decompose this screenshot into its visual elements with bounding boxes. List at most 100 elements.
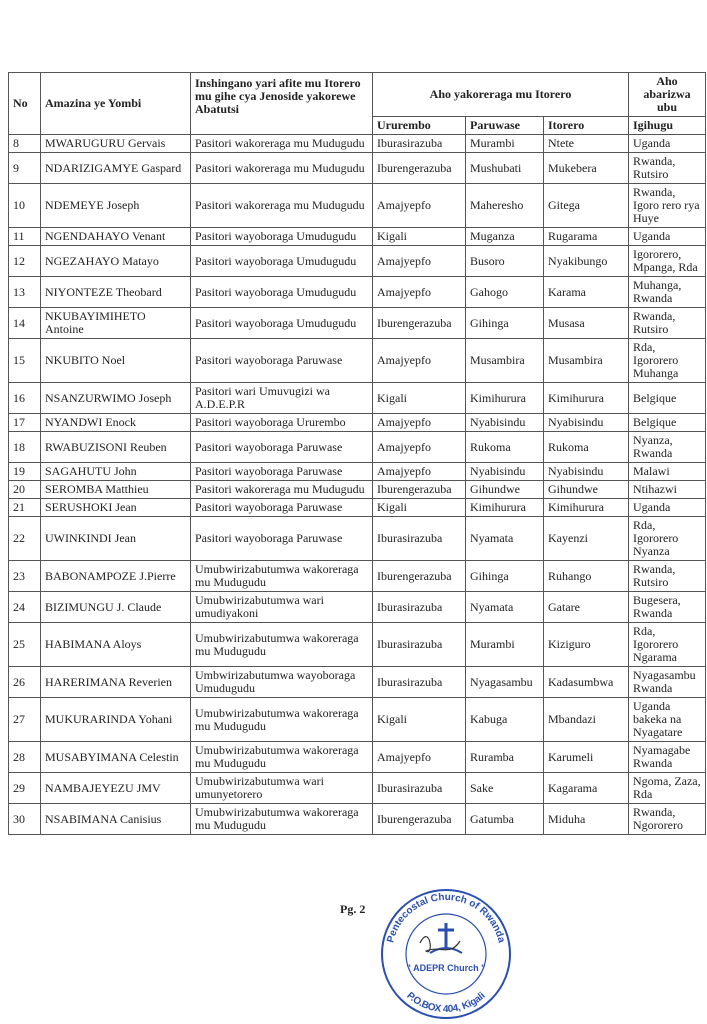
- cell-parish: Nyamata: [465, 591, 544, 623]
- cell-country: Muhanga, Rwanda: [628, 276, 706, 308]
- cell-parish: Nyabisindu: [465, 462, 544, 481]
- cell-country: Rwanda, Igoro rero rya Huye: [628, 183, 706, 228]
- cell-role: Umbwirizabutumwa wayoboraga Umudugudu: [190, 666, 373, 698]
- table-row: 21 SERUSHOKI Jean Pasitori wayoboraga Paru…: [8, 498, 706, 517]
- cell-name: MWARUGURU Gervais: [40, 134, 191, 153]
- table-row: 8 MWARUGURU Gervais Pasitori wakoreraga mu…: [8, 134, 706, 153]
- cell-role: Umubwirizabutumwa wari umunyetorero: [190, 772, 373, 804]
- header-church: Itorero: [543, 116, 629, 135]
- cell-church: Kimihurura: [543, 382, 629, 414]
- cell-name: NDARIZIGAMYE Gaspard: [40, 152, 191, 184]
- cell-no: 11: [8, 227, 41, 246]
- cell-no: 10: [8, 183, 41, 228]
- cell-country: Ngoma, Zaza, Rda: [628, 772, 706, 804]
- table-row: 19 SAGAHUTU John Pasitori wayoboraga Paruw…: [8, 462, 706, 481]
- cell-church: Ruhango: [543, 560, 629, 592]
- cell-role: Pasitori wayoboraga Umudugudu: [190, 276, 373, 308]
- cell-name: NGENDAHAYO Venant: [40, 227, 191, 246]
- cell-church: Nyabisindu: [543, 413, 629, 432]
- cell-name: NSABIMANA Canisius: [40, 803, 191, 835]
- cell-region: Amajyepfo: [372, 276, 466, 308]
- cell-role: Umubwirizabutumwa wari umudiyakoni: [190, 591, 373, 623]
- cell-parish: Murambi: [465, 134, 544, 153]
- cell-country: Bugesera, Rwanda: [628, 591, 706, 623]
- cell-no: 9: [8, 152, 41, 184]
- table-row: 12 NGEZAHAYO Matayo Pasitori wayoboraga Um…: [8, 245, 706, 277]
- header-region: Ururembo: [372, 116, 466, 135]
- cell-parish: Rukoma: [465, 431, 544, 463]
- cell-church: Rukoma: [543, 431, 629, 463]
- cell-country: Rda, Igororero Nyanza: [628, 516, 706, 561]
- cell-no: 23: [8, 560, 41, 592]
- table-row: 22 UWINKINDI Jean Pasitori wayoboraga Paru…: [8, 516, 706, 561]
- cell-church: Nyabisindu: [543, 462, 629, 481]
- cell-name: NAMBAJEYEZU JMV: [40, 772, 191, 804]
- table-row: 25 HABIMANA Aloys Umubwirizabutumwa wakore…: [8, 622, 706, 667]
- table-row: 13 NIYONTEZE Theobard Pasitori wayoboraga …: [8, 276, 706, 308]
- cell-role: Pasitori wari Umuvugizi wa A.D.E.P.R: [190, 382, 373, 414]
- cell-no: 12: [8, 245, 41, 277]
- cell-country: Uganda bakeka na Nyagatare: [628, 697, 706, 742]
- table-row: 29 NAMBAJEYEZU JMV Umubwirizabutumwa wari …: [8, 772, 706, 804]
- cell-region: Kigali: [372, 498, 466, 517]
- cell-no: 24: [8, 591, 41, 623]
- cell-name: HABIMANA Aloys: [40, 622, 191, 667]
- cell-parish: Gahogo: [465, 276, 544, 308]
- cell-country: Igororero, Mpanga, Rda: [628, 245, 706, 277]
- cell-name: NKUBITO Noel: [40, 338, 191, 383]
- cell-country: Uganda: [628, 227, 706, 246]
- table-row: 11 NGENDAHAYO Venant Pasitori wayoboraga U…: [8, 227, 706, 246]
- table-row: 17 NYANDWI Enock Pasitori wayoboraga Urure…: [8, 413, 706, 432]
- table-row: 26 HARERIMANA Reverien Umbwirizabutumwa wa…: [8, 666, 706, 698]
- cell-name: HARERIMANA Reverien: [40, 666, 191, 698]
- table-row: 24 BIZIMUNGU J. Claude Umubwirizabutumwa w…: [8, 591, 706, 623]
- cell-no: 29: [8, 772, 41, 804]
- cell-country: Rda, Igororero Muhanga: [628, 338, 706, 383]
- cell-name: NIYONTEZE Theobard: [40, 276, 191, 308]
- cell-role: Umubwirizabutumwa wakoreraga mu Mudugudu: [190, 622, 373, 667]
- cell-region: Amajyepfo: [372, 338, 466, 383]
- cell-no: 25: [8, 622, 41, 667]
- header-location: Aho abarizwa ubu: [628, 72, 706, 117]
- cell-country: Ntihazwi: [628, 480, 706, 499]
- cell-parish: Busoro: [465, 245, 544, 277]
- cell-role: Pasitori wayoboraga Ururembo: [190, 413, 373, 432]
- cell-parish: Mushubati: [465, 152, 544, 184]
- cell-no: 22: [8, 516, 41, 561]
- cell-region: Iburasirazuba: [372, 772, 466, 804]
- cell-no: 8: [8, 134, 41, 153]
- table-row: 9 NDARIZIGAMYE Gaspard Pasitori wakoreraga…: [8, 152, 706, 184]
- cell-region: Amajyepfo: [372, 462, 466, 481]
- cell-parish: Gihundwe: [465, 480, 544, 499]
- header-no: No: [8, 72, 41, 135]
- cell-role: Pasitori wakoreraga mu Mudugudu: [190, 480, 373, 499]
- cell-region: Amajyepfo: [372, 413, 466, 432]
- cell-region: Kigali: [372, 227, 466, 246]
- cell-no: 16: [8, 382, 41, 414]
- table-row: 10 NDEMEYE Joseph Pasitori wakoreraga mu M…: [8, 183, 706, 228]
- cell-parish: Nyagasambu: [465, 666, 544, 698]
- table-row: 30 NSABIMANA Canisius Umubwirizabutumwa wa…: [8, 803, 706, 835]
- cell-parish: Nyabisindu: [465, 413, 544, 432]
- cell-role: Umubwirizabutumwa wakoreraga mu Mudugudu: [190, 560, 373, 592]
- cell-region: Kigali: [372, 382, 466, 414]
- cell-region: Iburengerazuba: [372, 803, 466, 835]
- cell-name: NGEZAHAYO Matayo: [40, 245, 191, 277]
- cell-church: Kadasumbwa: [543, 666, 629, 698]
- table-row: 20 SEROMBA Matthieu Pasitori wakoreraga mu…: [8, 480, 706, 499]
- cell-church: Nyakibungo: [543, 245, 629, 277]
- cell-role: Pasitori wayoboraga Umudugudu: [190, 227, 373, 246]
- cell-church: Kimihurura: [543, 498, 629, 517]
- table-row: 14 NKUBAYIMIHETO Antoine Pasitori wayobora…: [8, 307, 706, 339]
- cell-no: 20: [8, 480, 41, 499]
- cell-country: Nyagasambu Rwanda: [628, 666, 706, 698]
- cell-country: Nyanza, Rwanda: [628, 431, 706, 463]
- cell-role: Pasitori wayoboraga Paruwase: [190, 431, 373, 463]
- cell-parish: Musambira: [465, 338, 544, 383]
- cell-no: 14: [8, 307, 41, 339]
- cell-region: Amajyepfo: [372, 183, 466, 228]
- cell-country: Malawi: [628, 462, 706, 481]
- cell-parish: Gatumba: [465, 803, 544, 835]
- cell-church: Karumeli: [543, 741, 629, 773]
- cell-parish: Maheresho: [465, 183, 544, 228]
